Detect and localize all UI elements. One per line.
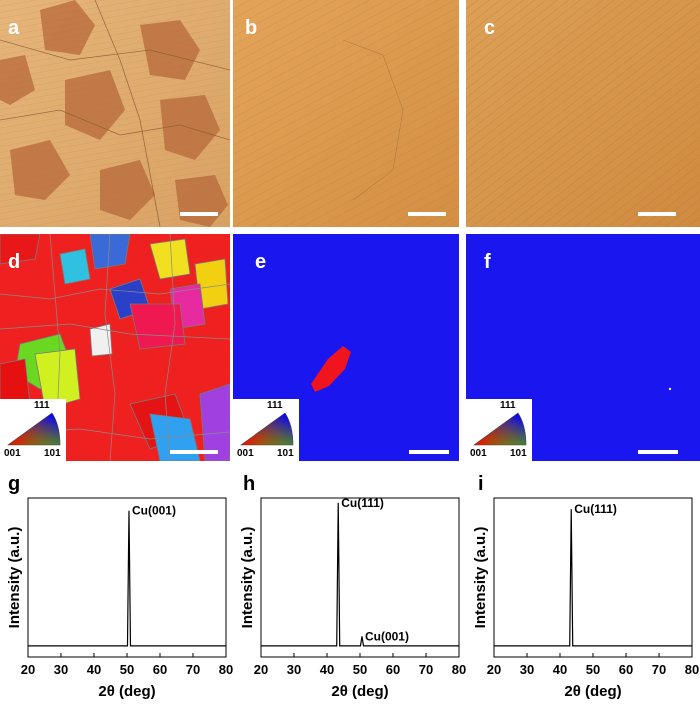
x-tick-label: 50 [586, 662, 600, 677]
peak-label: Cu(111) [341, 496, 384, 510]
plot-frame [260, 497, 460, 658]
scale-bar [409, 450, 449, 454]
ipf-label-111: 111 [500, 400, 516, 411]
ipf-color-key: 111 001 101 [466, 399, 532, 461]
ebsd-map-e: e 111 001 101 [233, 234, 459, 461]
x-tick-label: 50 [120, 662, 134, 677]
xrd-trace [261, 502, 459, 647]
scale-bar [180, 212, 218, 216]
ipf-color-key: 111 001 101 [0, 399, 66, 461]
panel-label-h: h [243, 473, 256, 495]
x-tick-label: 60 [153, 662, 167, 677]
ebsd-map-d: d 111 001 101 [0, 234, 230, 461]
xrd-chart-h: 20 30 40 50 60 70 80 Cu(111) Cu(001) 2θ (deg) Inte… [233, 490, 466, 700]
panel-label-i: i [478, 473, 484, 495]
x-tick-label: 20 [21, 662, 35, 677]
scale-bar [638, 212, 676, 216]
x-tick-label: 20 [254, 662, 268, 677]
xrd-chart-i: 20 30 40 50 60 70 80 Cu(111) 2θ (deg) Intensity (… [466, 490, 700, 700]
x-tick-label: 40 [553, 662, 567, 677]
peak-label: Cu(001) [365, 629, 409, 643]
ipf-color-key: 111 001 101 [233, 399, 299, 461]
ipf-label-111: 111 [34, 400, 50, 411]
x-tick-label: 30 [520, 662, 534, 677]
x-tick-label: 70 [652, 662, 666, 677]
panel-label-b: b [245, 17, 258, 39]
plot-frame [27, 497, 227, 658]
ipf-label-001: 001 [4, 448, 21, 459]
scale-bar [408, 212, 446, 216]
x-tick-label: 80 [685, 662, 699, 677]
x-tick-label: 20 [487, 662, 501, 677]
peak-label: Cu(111) [574, 502, 617, 516]
peak-label: Cu(001) [132, 504, 176, 518]
x-tick-label: 40 [87, 662, 101, 677]
panel-label-d: d [8, 251, 21, 273]
xrd-trace [28, 510, 226, 647]
ebsd-map-f: f 111 001 101 [466, 234, 700, 461]
optical-image-b: b [233, 0, 459, 227]
plot-frame [493, 497, 693, 658]
x-tick-label: 30 [54, 662, 68, 677]
ipf-label-001: 001 [470, 448, 487, 459]
ipf-label-101: 101 [44, 448, 61, 459]
panel-label-a: a [8, 17, 20, 39]
y-axis-label: Intensity (a.u.) [6, 527, 23, 629]
x-axis-label: 2θ (deg) [331, 683, 388, 700]
x-tick-label: 60 [619, 662, 633, 677]
ipf-label-101: 101 [510, 448, 527, 459]
panel-label-f: f [484, 251, 491, 273]
panel-label-c: c [484, 17, 496, 39]
xrd-trace [494, 509, 692, 647]
x-tick-label: 60 [386, 662, 400, 677]
optical-image-a: a [0, 0, 230, 227]
ipf-label-111: 111 [267, 400, 283, 411]
x-tick-label: 80 [219, 662, 233, 677]
x-axis-label: 2θ (deg) [98, 683, 155, 700]
optical-image-c: c [466, 0, 700, 227]
xrd-chart-g: 20 30 40 50 60 70 80 Cu(001) 2θ (deg) Intensity (… [0, 490, 233, 700]
x-tick-label: 70 [186, 662, 200, 677]
y-axis-label: Intensity (a.u.) [239, 527, 256, 629]
x-tick-label: 40 [320, 662, 334, 677]
x-axis-label: 2θ (deg) [564, 683, 621, 700]
scale-bar [170, 450, 218, 454]
ipf-label-101: 101 [277, 448, 294, 459]
x-tick-label: 50 [353, 662, 367, 677]
x-tick-label: 70 [419, 662, 433, 677]
x-tick-label: 80 [452, 662, 466, 677]
x-tick-label: 30 [287, 662, 301, 677]
panel-label-e: e [255, 251, 267, 273]
panel-label-g: g [8, 473, 21, 495]
y-axis-label: Intensity (a.u.) [472, 527, 489, 629]
ipf-label-001: 001 [237, 448, 254, 459]
scale-bar [638, 450, 678, 454]
